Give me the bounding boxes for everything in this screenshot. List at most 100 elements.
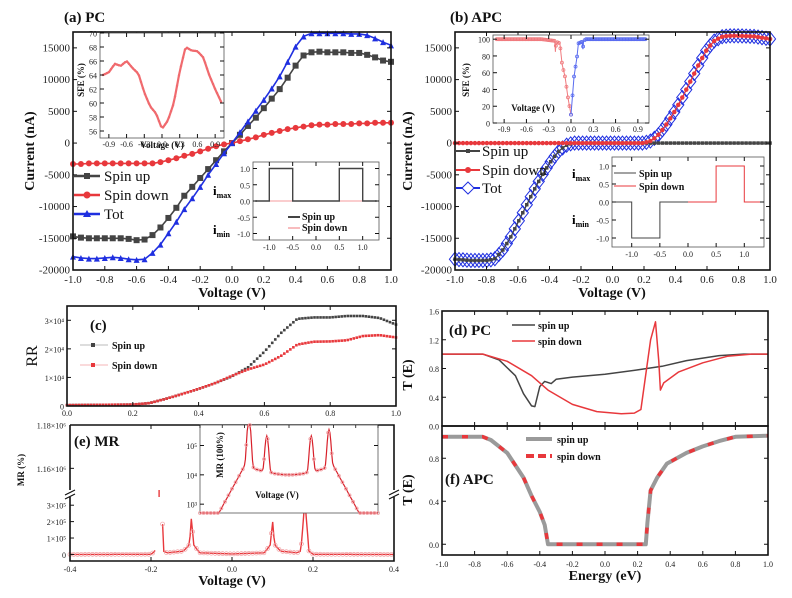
inset-sfe-point — [191, 49, 195, 52]
panel-a-inset-current: -1.0 -0.5 0.0 0.5 1.01.00.50.0-0.5-1.0 imax … — [213, 161, 380, 252]
inset-sfe-point — [127, 62, 131, 66]
data-point-spin-down — [668, 116, 673, 121]
inset-mr-point — [269, 470, 274, 475]
data-point-spin-down — [372, 119, 379, 126]
inset-i-y-tick-label: -1.0 — [237, 230, 250, 239]
y-axis-tick-label: 15000 — [43, 42, 71, 54]
data-point-spin-down — [292, 345, 295, 349]
inset-sfe-x-tick-label: 0.9 — [210, 140, 220, 149]
data-point-spin-up — [684, 141, 689, 145]
inset-sfe-point — [197, 51, 201, 55]
data-point-spin-up — [364, 51, 371, 58]
data-point-spin-up — [364, 315, 368, 318]
inset-sfe-x-tick-label: 0.3 — [588, 125, 598, 134]
inset-sfe-point — [115, 63, 119, 66]
data-point-spin-down — [298, 342, 301, 346]
data-point-spin-down — [731, 33, 737, 39]
data-point-spin-down — [192, 389, 196, 392]
legend-spin-down: Spin down — [112, 361, 158, 372]
data-point-spin-down — [286, 350, 289, 353]
y-axis-tick-label: -5000 — [44, 169, 70, 181]
data-point-spin-down — [376, 333, 380, 337]
data-point-spin-down — [496, 140, 502, 146]
y-axis-tick-label: 0.4 — [429, 498, 439, 507]
panel-b-legend: Spin up Spin down Tot — [456, 144, 547, 197]
data-point-spin-up — [652, 141, 657, 145]
data-point-spin-down — [210, 382, 214, 386]
data-point-spin-down — [300, 123, 307, 130]
inset-a-imin-label: imin — [213, 222, 231, 239]
y-axis-tick-label: -5000 — [426, 169, 452, 181]
data-point-tot — [676, 89, 689, 106]
x-axis-tick-label: 0.2 — [128, 409, 138, 418]
data-point-spin-up — [331, 315, 334, 319]
x-axis-tick-label: 0.2 — [308, 565, 318, 574]
data-point-spin-up — [688, 141, 693, 145]
x-axis-tick-label: -0.2 — [572, 274, 589, 286]
data-point-mr — [299, 541, 304, 547]
data-point-tot — [276, 73, 283, 80]
inset-sfe-blue-point — [581, 44, 586, 49]
inset-sfe-point — [147, 102, 151, 105]
data-point-spin-down — [141, 402, 144, 406]
data-point-spin-down — [612, 140, 617, 146]
data-point-spin-up — [744, 141, 748, 145]
inset-sfe-x-tick-label: -0.6 — [120, 140, 133, 149]
data-point-spin-up — [101, 235, 108, 242]
data-point-spin-down — [751, 34, 757, 39]
inset-i-y-tick-label: 1.0 — [240, 165, 250, 174]
inset-sfe-y-tick-label: 20 — [482, 103, 490, 112]
data-point-spin-down — [276, 128, 283, 135]
data-point-mr — [178, 549, 184, 554]
data-point-spin-up — [692, 141, 696, 145]
data-point-spin-down — [532, 140, 537, 146]
data-point-spin-up — [332, 49, 339, 56]
inset-mr-point — [240, 467, 245, 472]
y-axis-tick-label: -10000 — [421, 201, 453, 213]
data-point-spin-down — [268, 129, 275, 136]
panel-a-pc: (a) PC -1.0 -0.8 -0.6 -0.4 -0.2 0.0 0.2 0.4 0.6 0… — [23, 10, 398, 301]
data-point-spin-up — [149, 232, 156, 239]
data-point-spin-up — [525, 202, 529, 207]
y-axis-tick-label: 2×10⁵ — [47, 518, 67, 527]
data-point-spin-up — [740, 141, 744, 145]
data-point-tot — [77, 254, 84, 261]
inset-mr-point — [319, 467, 323, 472]
data-point-spin-up — [385, 319, 389, 323]
y-axis-tick-label: 1.18×10⁶ — [37, 422, 67, 431]
data-point-spin-down — [355, 336, 359, 339]
data-point-spin-up — [264, 348, 268, 351]
inset-mr-point — [287, 472, 291, 477]
inset-mr-point — [247, 423, 252, 427]
panel-f-apc-transmission: -1.0 -0.8 -0.6 -0.4 -0.2 0.0 0.2 0.4 0.6 0.8 1.0 0.… — [401, 425, 773, 584]
inset-sfe-point — [151, 108, 155, 112]
data-point-spin-up — [704, 141, 708, 145]
data-point-spin-down — [361, 334, 365, 338]
inset-mr-point — [336, 473, 341, 478]
inset-mr-y-tick-label: 10⁵ — [186, 442, 197, 451]
data-point-spin-up — [760, 141, 764, 145]
x-axis-tick-label: 1.0 — [763, 560, 773, 569]
data-point-tot — [520, 196, 534, 213]
panel-a-ylabel: Current (nA) — [23, 111, 38, 191]
x-axis-tick-label: -0.8 — [96, 274, 114, 286]
data-point-spin-down — [228, 375, 232, 378]
data-point-spin-up — [724, 141, 728, 145]
data-point-spin-down — [628, 140, 633, 146]
inset-mr-point — [368, 511, 373, 515]
inset-i-spin-up-line — [614, 201, 688, 239]
inset-sfe-point — [123, 61, 127, 64]
data-point-tot — [189, 195, 196, 202]
data-point-spin-up — [289, 323, 292, 327]
inset-mr-point — [258, 468, 263, 473]
data-point-spin-down — [520, 140, 526, 146]
data-point-spin-up — [260, 105, 267, 112]
inset-sfe-blue-point — [569, 112, 573, 117]
panel-d-legend: spin up spin down — [512, 321, 582, 348]
data-point-tot — [165, 230, 172, 237]
data-point-spin-down — [688, 79, 693, 84]
data-point-spin-down — [252, 134, 259, 141]
inset-mr-point — [308, 436, 313, 441]
data-point-spin-down — [201, 386, 205, 389]
data-point-spin-down — [656, 132, 661, 138]
